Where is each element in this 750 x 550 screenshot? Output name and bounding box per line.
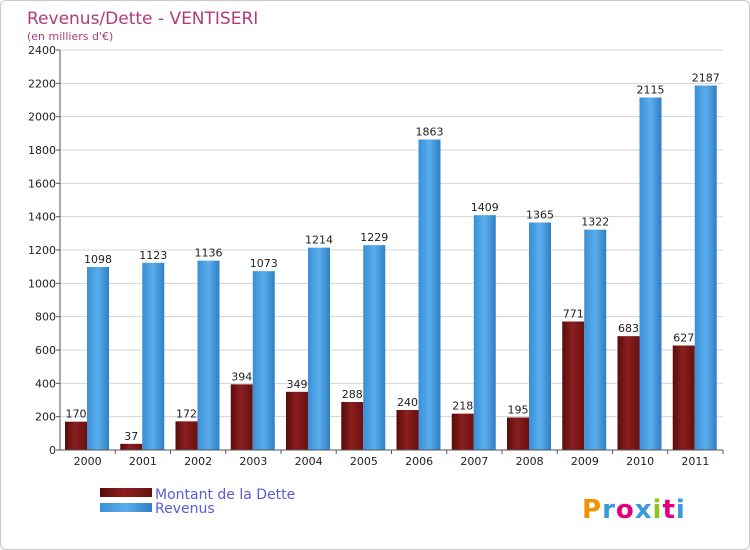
bar-revenus	[418, 139, 441, 450]
y-tick-label: 1600	[28, 177, 56, 190]
x-tick-label: 2001	[129, 455, 157, 468]
y-axis: 0 200 400 600 800 1000 1200 1400 1600 1800 2000 220…	[28, 44, 61, 457]
bar-revenus	[473, 215, 496, 450]
value-label-dette: 240	[397, 396, 418, 409]
value-label-revenus: 1214	[305, 234, 333, 247]
y-tick-label: 800	[35, 311, 56, 324]
value-label-dette: 170	[66, 408, 87, 421]
bar-dette	[617, 336, 640, 450]
y-tick-label: 400	[35, 377, 56, 390]
value-label-revenus: 1365	[526, 209, 554, 222]
x-tick-label: 2000	[74, 455, 102, 468]
bar-dette	[65, 421, 87, 450]
value-label-revenus: 1409	[471, 201, 499, 214]
legend-label-debt: Montant de la Dette	[155, 487, 295, 503]
legend-swatch-revenus	[100, 503, 152, 512]
bar-dette	[175, 421, 198, 450]
y-tick-label: 1400	[28, 211, 56, 224]
bar-revenus	[252, 271, 275, 450]
bar-revenus	[197, 260, 220, 450]
bar-dette	[230, 384, 253, 450]
value-label-dette: 37	[124, 430, 138, 443]
bar-dette	[672, 345, 695, 450]
y-tick-label: 200	[35, 411, 56, 424]
legend-swatch-debt	[100, 488, 152, 497]
bar-dette	[562, 321, 585, 450]
bar-dette	[451, 413, 474, 450]
x-tick-label: 2005	[350, 455, 378, 468]
x-axis: 2000 2001 2002 2003 2004 2005 2006 2007 2008 2009…	[60, 449, 724, 468]
value-label-dette: 195	[508, 404, 529, 417]
x-tick-label: 2008	[516, 455, 544, 468]
y-tick-label: 600	[35, 344, 56, 357]
legend: Montant de la Dette Revenus	[100, 487, 295, 517]
proxiti-logo: Proxiti	[582, 495, 686, 525]
bar-revenus	[529, 222, 551, 450]
value-label-dette: 771	[563, 308, 584, 321]
bar-revenus	[694, 85, 717, 450]
bar-dette	[396, 410, 419, 450]
bar-dette	[341, 402, 364, 450]
value-label-dette: 394	[231, 370, 252, 383]
value-label-revenus: 1229	[360, 231, 388, 244]
value-label-dette: 218	[452, 400, 473, 413]
value-label-dette: 627	[673, 332, 694, 345]
bar-dette	[507, 417, 529, 450]
logo-text: Proxiti	[582, 495, 686, 525]
y-tick-label: 1200	[28, 244, 56, 257]
value-label-revenus: 1863	[416, 126, 444, 139]
bar-revenus	[639, 97, 662, 450]
value-label-revenus: 1123	[139, 249, 167, 262]
y-tick-label: 2400	[28, 44, 56, 57]
bar-dette	[120, 443, 143, 450]
chart-subtitle: (en milliers d'€)	[27, 30, 113, 43]
legend-label-revenus: Revenus	[155, 501, 215, 517]
x-tick-label: 2010	[626, 455, 654, 468]
x-tick-label: 2009	[571, 455, 599, 468]
y-tick-label: 2200	[28, 77, 56, 90]
bar-revenus	[87, 267, 109, 450]
x-tick-label: 2004	[295, 455, 323, 468]
x-tick-label: 2007	[460, 455, 488, 468]
value-label-revenus: 1136	[195, 247, 223, 260]
chart-title: Revenus/Dette - VENTISERI	[27, 9, 258, 29]
value-label-revenus: 2115	[637, 84, 665, 97]
y-tick-label: 1800	[28, 144, 56, 157]
bar-revenus	[308, 247, 330, 450]
x-tick-label: 2011	[681, 455, 709, 468]
bar-revenus	[363, 245, 386, 450]
value-label-dette: 349	[287, 378, 308, 391]
value-label-revenus: 1322	[581, 216, 609, 229]
value-label-dette: 288	[342, 388, 363, 401]
bar-dette	[286, 391, 308, 450]
value-label-revenus: 2187	[692, 72, 720, 85]
x-tick-label: 2006	[405, 455, 433, 468]
bars: 170 1098 37 1123 172 1136 394 1073 349 1214 288 122…	[65, 72, 720, 450]
y-tick-label: 1000	[28, 277, 56, 290]
value-label-revenus: 1098	[84, 253, 112, 266]
value-label-dette: 683	[618, 322, 639, 335]
x-tick-label: 2002	[184, 455, 212, 468]
bar-revenus	[142, 262, 165, 450]
value-label-revenus: 1073	[250, 257, 278, 270]
value-label-dette: 172	[176, 407, 197, 420]
x-tick-label: 2003	[239, 455, 267, 468]
bar-revenus	[584, 229, 607, 450]
y-tick-label: 2000	[28, 111, 56, 124]
y-tick-label: 0	[49, 444, 56, 457]
